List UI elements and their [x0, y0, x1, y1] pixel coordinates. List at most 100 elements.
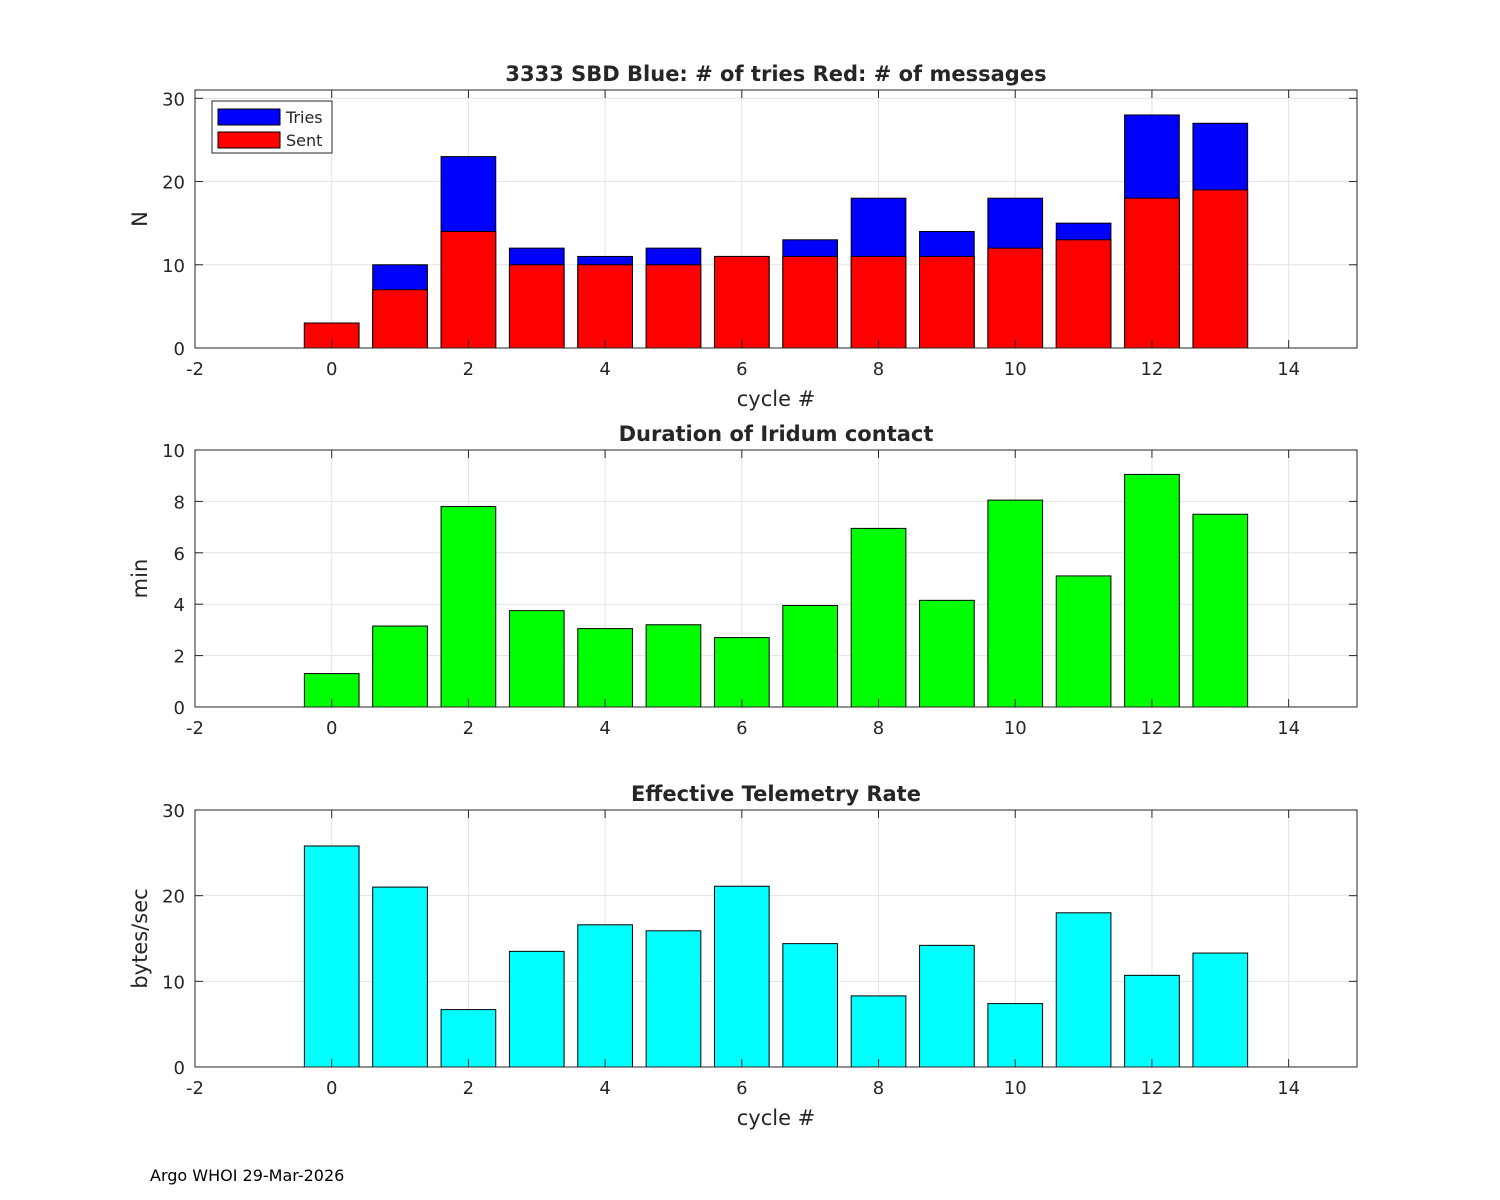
y-tick-label: 0 [174, 1058, 185, 1079]
x-tick-label: 4 [599, 718, 610, 739]
y-tick-label: 0 [174, 339, 185, 360]
y-tick-label: 0 [174, 698, 185, 719]
x-axis-label: cycle # [737, 1106, 816, 1130]
y-tick-label: 4 [174, 595, 185, 616]
x-tick-label: 8 [873, 359, 884, 380]
bar-duration-13 [1192, 513, 1249, 708]
bar-rate-3 [508, 950, 565, 1068]
bar-duration-12 [1124, 473, 1180, 708]
y-tick-label: 10 [162, 256, 185, 277]
bar-rate-4 [577, 924, 633, 1068]
x-tick-label: -2 [186, 359, 204, 380]
bar-duration-5 [645, 624, 702, 708]
chart-title: Effective Telemetry Rate [631, 782, 921, 806]
bar-sent-3 [508, 264, 565, 349]
axes-box [194, 89, 1358, 349]
y-tick-label: 10 [162, 441, 185, 462]
x-tick-label: 2 [463, 718, 474, 739]
axes-box [194, 809, 1358, 1068]
y-axis-label: bytes/sec [128, 888, 152, 988]
y-tick-label: 10 [162, 972, 185, 993]
plot-area [195, 450, 1357, 707]
bar-sent-8 [850, 255, 907, 349]
x-tick-label: 0 [326, 359, 337, 380]
y-tick-label: 6 [174, 544, 185, 565]
x-tick-label: 10 [1004, 718, 1027, 739]
x-axis-label: cycle # [737, 387, 816, 411]
chart-title: 3333 SBD Blue: # of tries Red: # of mess… [505, 62, 1046, 86]
bar-duration-4 [577, 628, 633, 708]
bar-sent-12 [1124, 197, 1180, 349]
y-tick-label: 30 [162, 89, 185, 110]
legend-label-sent: Sent [286, 131, 322, 150]
bar-sent-6 [713, 255, 770, 349]
x-tick-label: 6 [736, 1078, 747, 1099]
x-tick-label: 6 [736, 718, 747, 739]
bar-duration-8 [850, 527, 907, 708]
y-tick-label: 20 [162, 173, 185, 194]
x-tick-label: -2 [186, 1078, 204, 1099]
legend-swatch-tries [217, 108, 281, 126]
x-tick-label: 8 [873, 718, 884, 739]
bar-rate-8 [850, 995, 907, 1068]
y-tick-label: 20 [162, 887, 185, 908]
bar-sent-10 [987, 247, 1044, 349]
bar-duration-10 [987, 499, 1044, 708]
bar-sent-5 [645, 264, 702, 349]
y-tick-label: 8 [174, 492, 185, 513]
x-tick-label: 2 [463, 1078, 474, 1099]
bar-duration-1 [372, 625, 428, 708]
bar-rate-12 [1124, 974, 1180, 1068]
x-tick-label: 12 [1140, 1078, 1163, 1099]
bar-sent-11 [1055, 239, 1112, 349]
bar-rate-9 [919, 944, 975, 1068]
bar-sent-2 [440, 230, 497, 349]
bar-duration-2 [440, 506, 497, 708]
x-tick-label: 14 [1277, 1078, 1300, 1099]
y-tick-label: 2 [174, 647, 185, 668]
x-tick-label: 14 [1277, 359, 1300, 380]
footer-note: Argo WHOI 29-Mar-2026 [150, 1166, 345, 1185]
bar-duration-3 [508, 610, 565, 708]
x-tick-label: 6 [736, 359, 747, 380]
y-tick-label: 30 [162, 801, 185, 822]
x-tick-label: 14 [1277, 718, 1300, 739]
bar-duration-9 [919, 599, 975, 708]
legend-label-tries: Tries [285, 108, 323, 127]
x-tick-label: 12 [1140, 359, 1163, 380]
x-tick-label: 12 [1140, 718, 1163, 739]
bar-rate-10 [987, 1003, 1044, 1068]
x-tick-label: 4 [599, 359, 610, 380]
x-tick-label: 4 [599, 1078, 610, 1099]
y-axis-label: N [128, 211, 152, 227]
bar-rate-7 [782, 943, 839, 1068]
bar-duration-11 [1055, 575, 1112, 708]
bar-rate-0 [303, 845, 360, 1068]
bar-sent-13 [1192, 189, 1249, 349]
bar-rate-6 [713, 885, 770, 1068]
bar-sent-1 [372, 289, 428, 349]
plot-area [195, 90, 1357, 348]
chart-title: Duration of Iridum contact [619, 422, 934, 446]
y-axis-label: min [128, 559, 152, 599]
axes-box [194, 449, 1358, 708]
bar-rate-1 [372, 886, 428, 1068]
x-tick-label: -2 [186, 718, 204, 739]
legend-swatch-sent [217, 131, 281, 149]
x-tick-label: 0 [326, 1078, 337, 1099]
x-tick-label: 0 [326, 718, 337, 739]
bar-rate-11 [1055, 912, 1112, 1068]
bar-duration-6 [713, 637, 770, 708]
x-tick-label: 10 [1004, 1078, 1027, 1099]
bar-rate-2 [440, 1009, 497, 1068]
bar-sent-9 [919, 255, 975, 349]
bar-rate-5 [645, 930, 702, 1068]
plot-area [195, 810, 1357, 1067]
x-tick-label: 2 [463, 359, 474, 380]
bar-duration-7 [782, 604, 839, 708]
bar-sent-4 [577, 264, 633, 349]
